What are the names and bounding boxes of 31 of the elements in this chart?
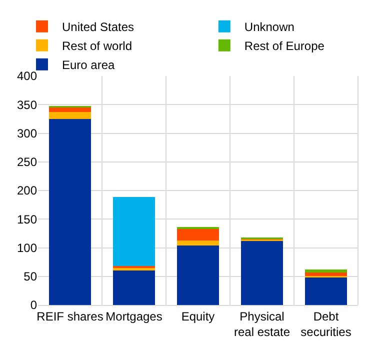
- bar: [176, 240, 220, 246]
- x-tick-label: REIF shares: [36, 309, 104, 324]
- legend-label: United States: [62, 20, 134, 34]
- y-tick-label: 300: [16, 126, 38, 140]
- x-tick-label: Physical real estate: [234, 309, 290, 339]
- bar: [176, 228, 220, 240]
- bar: [304, 270, 348, 272]
- y-tick-label: 350: [16, 98, 38, 112]
- bar: [304, 272, 348, 276]
- y-tick-label: 50: [24, 270, 38, 284]
- y-tick-label: 0: [30, 298, 38, 312]
- y-tick-label: 250: [16, 155, 38, 170]
- x-tick-label: Debt securities: [300, 309, 352, 339]
- bar: [112, 270, 156, 305]
- y-tick-label: 400: [16, 69, 38, 84]
- x-tick-label: Mortgages: [106, 309, 162, 324]
- bar: [48, 112, 92, 119]
- y-tick-label: 100: [16, 240, 38, 255]
- bar: [112, 196, 156, 266]
- bar: [48, 107, 92, 112]
- legend-label: Unknown: [244, 20, 294, 34]
- y-tick-label: 200: [16, 184, 38, 198]
- legend-label: Rest of Europe: [244, 39, 325, 54]
- x-tick-label: Equity: [181, 309, 215, 324]
- bar: [48, 118, 92, 305]
- bar: [240, 240, 284, 305]
- legend-label: Euro area: [62, 58, 116, 72]
- bar: [304, 278, 348, 305]
- legend-label: Rest of world: [62, 39, 132, 54]
- bar: [176, 245, 220, 305]
- y-tick-label: 150: [16, 212, 38, 226]
